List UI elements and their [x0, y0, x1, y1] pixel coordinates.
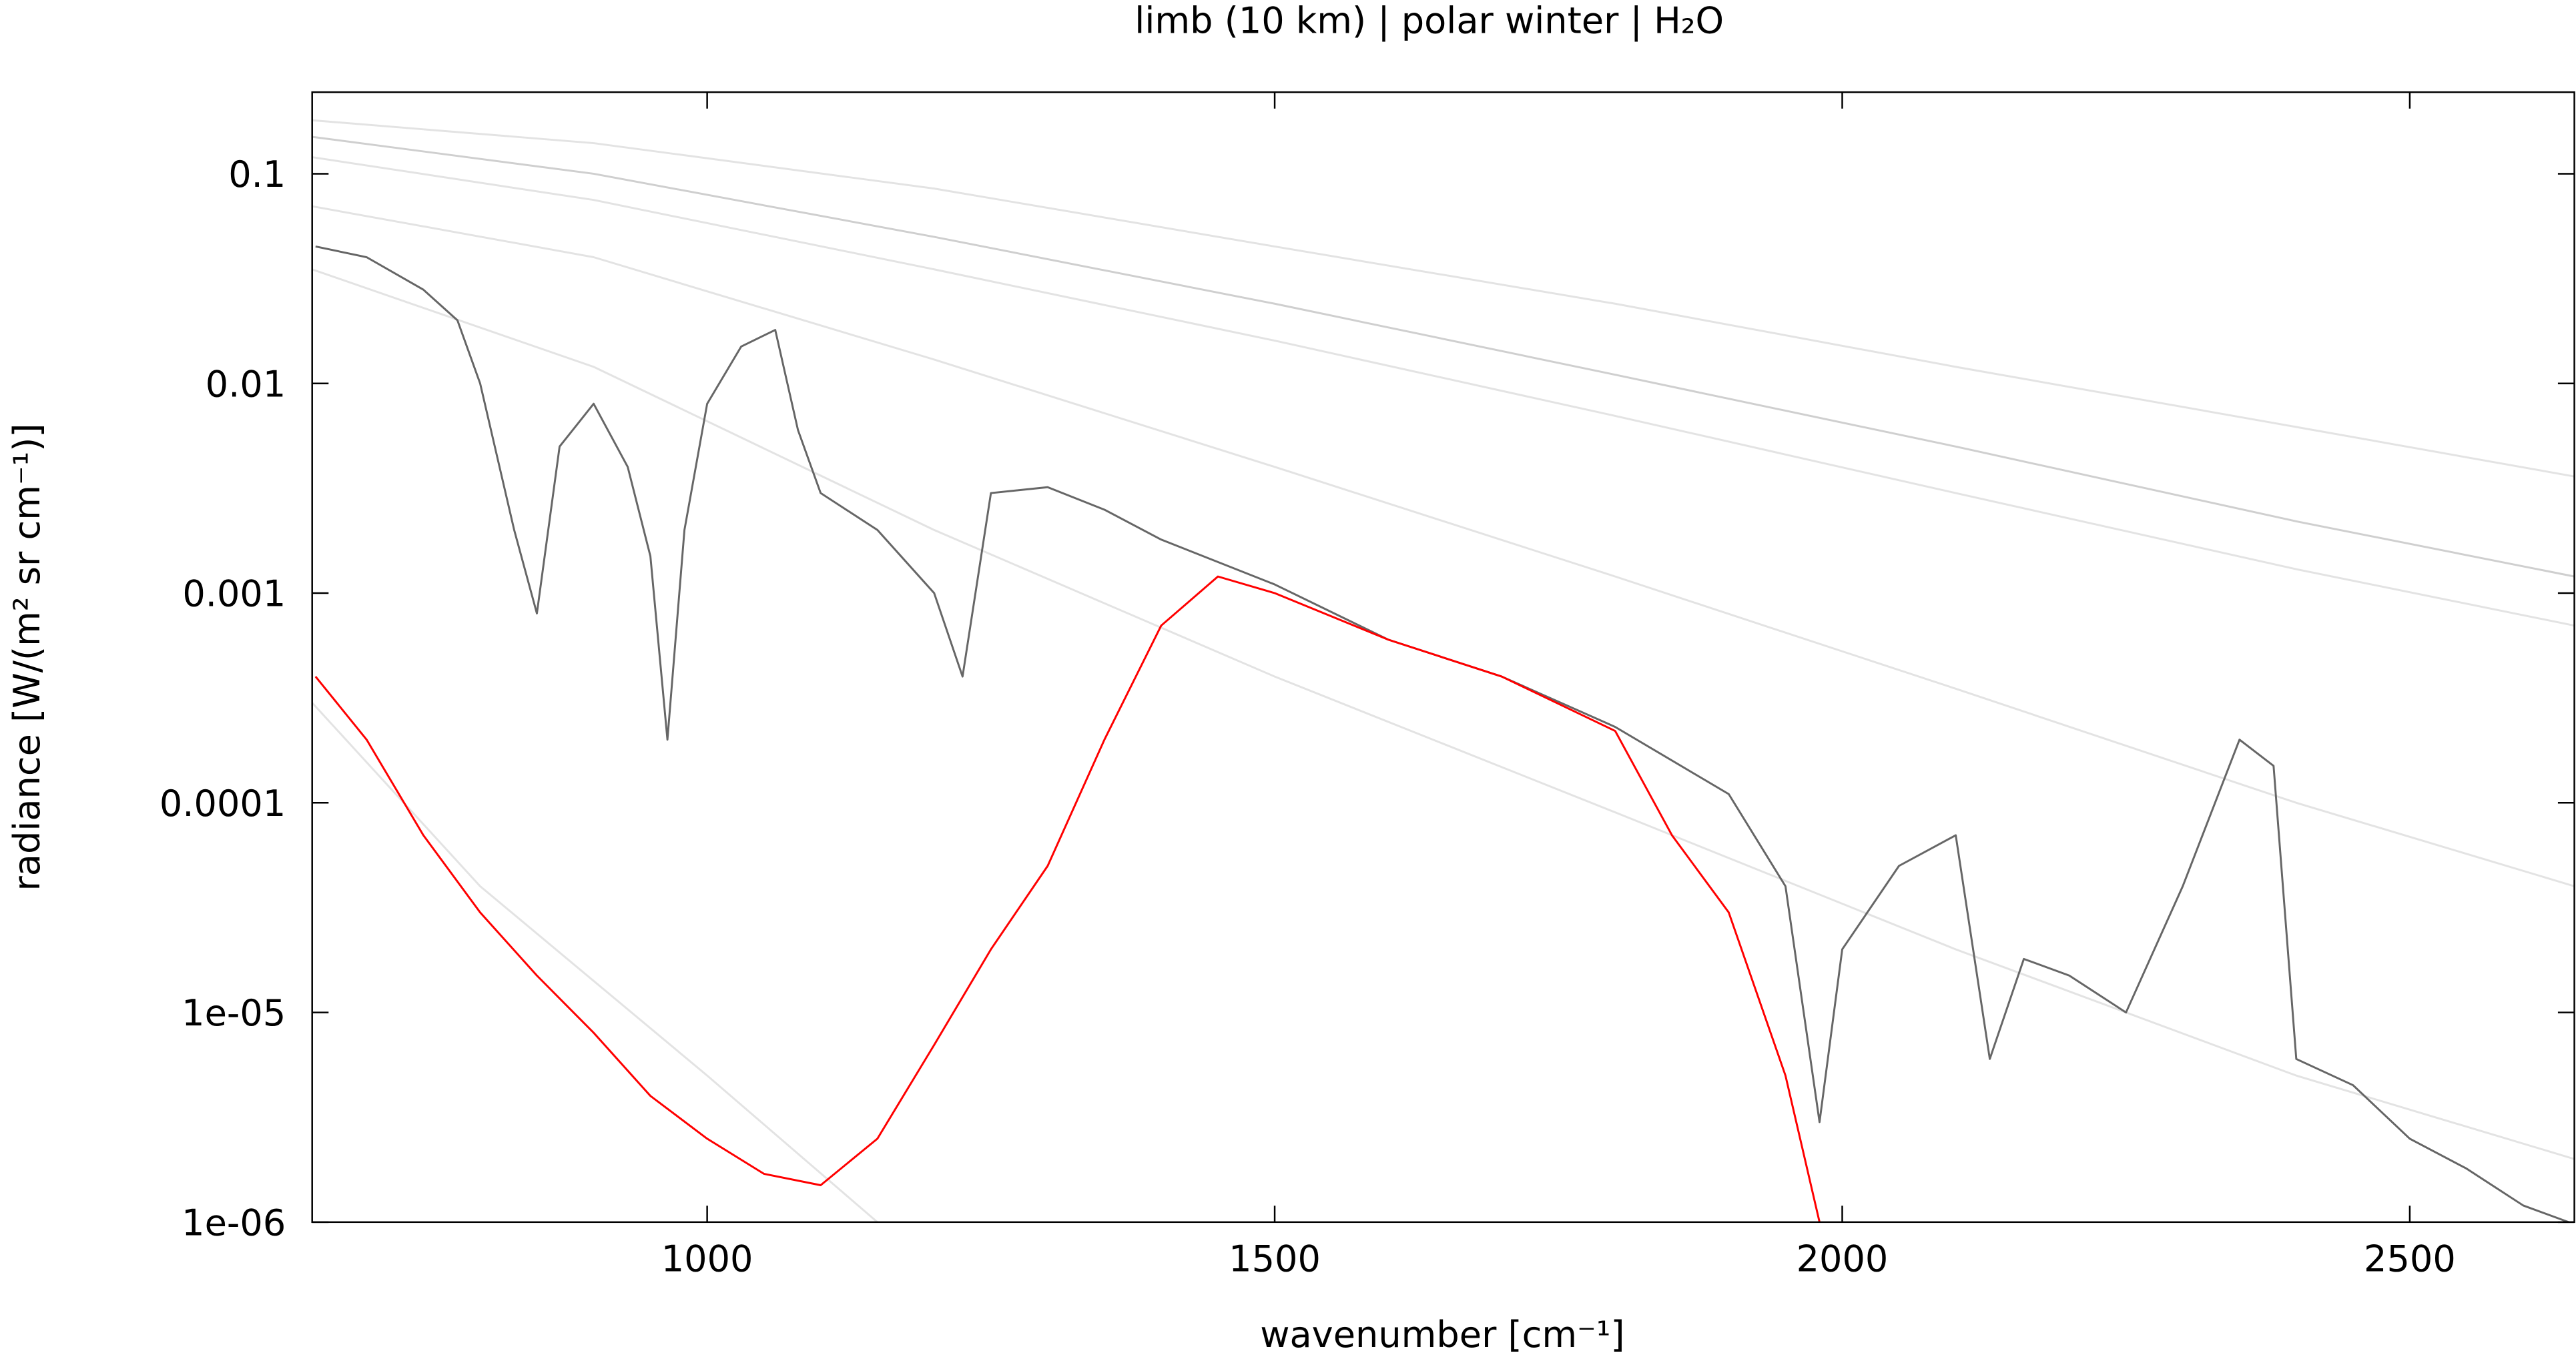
- spectrum-line: [315, 245, 2569, 1222]
- x-tick-label: 2000: [1797, 1238, 1889, 1280]
- plot-frame: [311, 91, 2575, 1224]
- plot-area: [312, 119, 2575, 1222]
- x-tick-label: 2500: [2364, 1238, 2456, 1280]
- spectrum-line: [312, 119, 2575, 478]
- spectrum-line: [312, 268, 2575, 1160]
- spectrum-line: [312, 702, 878, 1222]
- x-axis-label: wavenumber [cm⁻¹]: [1260, 1314, 1624, 1356]
- y-tick-label: 0.1: [228, 153, 286, 195]
- x-tick-label: 1000: [661, 1238, 753, 1280]
- spectrum-line: [312, 156, 2575, 627]
- chart-title: limb (10 km) | polar winter | H₂O: [1135, 0, 1724, 42]
- spectrum-line: [314, 575, 1821, 1222]
- x-tick-label: 1500: [1229, 1238, 1321, 1280]
- y-tick-label: 0.01: [206, 363, 286, 405]
- y-tick-label: 1e-06: [182, 1202, 286, 1244]
- y-tick-label: 0.0001: [159, 783, 286, 825]
- spectrum-line: [312, 135, 2575, 578]
- spectrum-line: [312, 205, 2575, 887]
- y-tick-label: 0.001: [182, 573, 286, 615]
- y-tick-label: 1e-05: [182, 992, 286, 1034]
- y-axis-label: radiance [W/(m² sr cm⁻¹)]: [6, 423, 48, 891]
